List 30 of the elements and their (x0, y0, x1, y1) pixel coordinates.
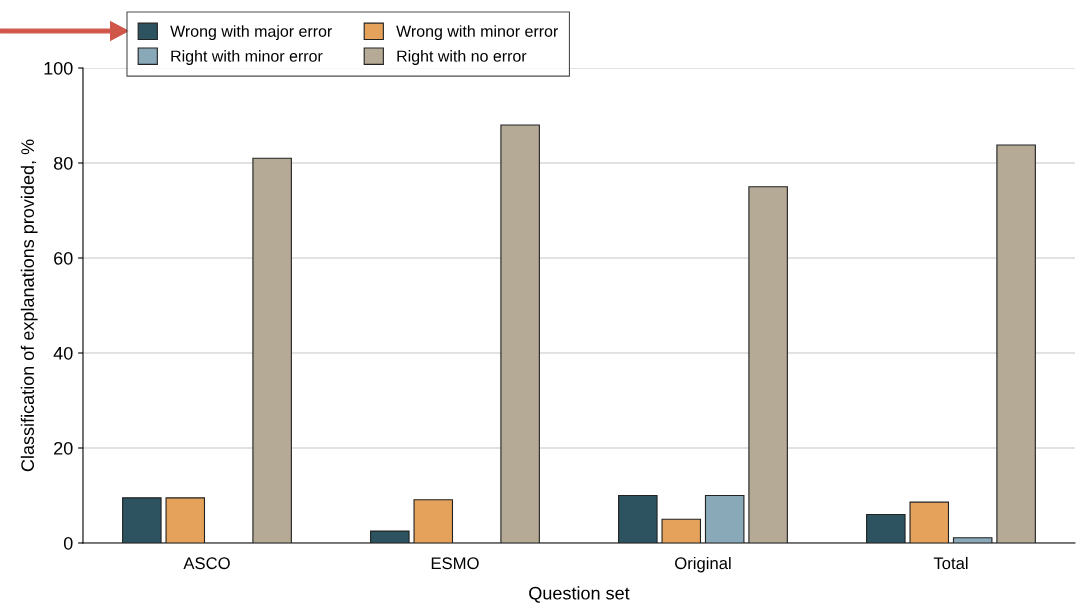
y-tick-label: 100 (44, 61, 73, 75)
bar (748, 186, 788, 543)
bar (370, 530, 410, 543)
bar (500, 124, 540, 543)
x-tick-label: ASCO (183, 557, 230, 570)
x-axis-title: Question set (529, 586, 630, 603)
bar (996, 144, 1036, 543)
x-tick-label: Original (675, 556, 731, 573)
bar (661, 518, 702, 543)
x-tick-label: ESMO (431, 557, 479, 570)
legend-label: Right with no error (397, 50, 527, 65)
bar (122, 497, 162, 543)
bar (165, 497, 206, 543)
legend-label: Right with minor error (171, 50, 323, 65)
y-tick-label: 60 (54, 251, 73, 265)
bar (704, 494, 745, 543)
legend-label: Wrong with major error (170, 25, 332, 41)
bar (909, 501, 950, 543)
bar (866, 513, 906, 543)
bar (413, 499, 454, 543)
bar (252, 157, 292, 543)
y-tick-label: 40 (53, 346, 73, 360)
bar (952, 537, 993, 543)
y-tick-label: 20 (54, 441, 73, 455)
bar (618, 494, 658, 543)
y-axis-title: Classification of explanations provided, % (20, 139, 38, 472)
y-tick-label: 0 (63, 536, 73, 550)
x-tick-label: Total (933, 556, 968, 570)
legend-label: Wrong with minor error (396, 25, 559, 41)
y-tick-label: 80 (53, 156, 73, 170)
